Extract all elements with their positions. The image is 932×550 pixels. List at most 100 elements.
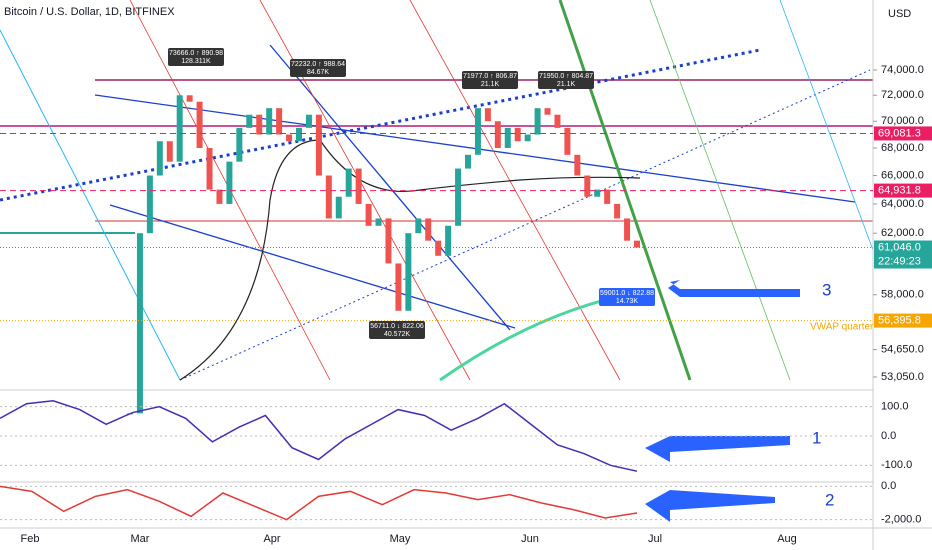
- pivot-tag: 21.1K: [481, 81, 500, 88]
- candle: [286, 134, 293, 142]
- candle: [236, 127, 243, 162]
- candle: [186, 95, 193, 102]
- candle: [355, 168, 362, 204]
- candle: [365, 203, 372, 226]
- candle: [494, 121, 501, 148]
- candle: [375, 218, 382, 226]
- candle: [534, 108, 541, 135]
- annotation: 3: [822, 280, 831, 299]
- candle: [176, 95, 183, 162]
- pivot-tag: 14.73K: [616, 298, 639, 305]
- data-layer: 74,000.0 72,000.0 70,000.0 68,000.0 66,000.0…: [0, 48, 932, 545]
- pivot-tag: 21.1K: [557, 81, 576, 88]
- candle: [256, 114, 263, 135]
- candle: [335, 196, 342, 219]
- y-tick-label: 0.0: [881, 430, 896, 442]
- candle: [564, 127, 571, 155]
- candle: [405, 233, 412, 311]
- pivot-tag: 59001.0 ↓ 822.88: [600, 290, 654, 297]
- pivot-tag-bg: [168, 48, 224, 66]
- oscillator-line: [0, 400, 638, 472]
- y-tick-label: 64,000.0: [881, 198, 924, 210]
- candle: [246, 114, 253, 128]
- candle: [474, 108, 481, 155]
- price-label-bg: [874, 313, 932, 328]
- candle: [395, 263, 402, 311]
- pivot-tag: 40.572K: [384, 331, 410, 338]
- pivot-tag-bg: [369, 321, 425, 339]
- y-tick-label: 54,650.0: [881, 343, 924, 355]
- y-tick-label: 53,050.0: [881, 371, 924, 383]
- y-tick-label: 74,000.0: [881, 64, 924, 76]
- candle: [345, 168, 352, 197]
- candle: [514, 127, 521, 142]
- candle: [435, 240, 442, 256]
- candle: [455, 168, 462, 226]
- candle: [136, 233, 143, 414]
- y-tick-label: 58,000.0: [881, 289, 924, 301]
- vwap-label: VWAP quarter: [810, 322, 874, 333]
- candle: [445, 225, 452, 256]
- price-label: 69,081.3: [878, 127, 921, 139]
- x-tick-label: Jul: [648, 533, 662, 545]
- pivot-tag: 128.311K: [181, 58, 211, 65]
- x-tick-label: Feb: [21, 533, 40, 545]
- candle: [385, 218, 392, 264]
- candle: [305, 114, 312, 128]
- candle: [415, 218, 422, 234]
- candle: [196, 101, 203, 148]
- pivot-tag-bg: [599, 288, 655, 306]
- pivot-tag-bg: [290, 59, 346, 77]
- pivot-tag: 84.67K: [307, 69, 330, 76]
- price-label: 56,395.8: [878, 314, 921, 326]
- pivot-tag: 56711.0 ↓ 822.06: [370, 323, 424, 330]
- annotation: 1: [812, 428, 821, 447]
- price-label-bg: [874, 126, 932, 141]
- pivot-tag-bg: [462, 71, 518, 89]
- x-tick-label: Apr: [263, 533, 280, 545]
- candle: [544, 108, 551, 115]
- pivot-tag: 72232.0 ↑ 988.64: [291, 61, 345, 68]
- candle: [156, 141, 163, 176]
- y-tick-label: 0.0: [881, 480, 896, 492]
- pivot-tag: 73666.0 ↑ 890.98: [169, 50, 223, 57]
- y-tick-label: -100.0: [881, 459, 912, 471]
- y-tick-label: 100.0: [881, 401, 909, 413]
- candle: [594, 189, 601, 197]
- candle: [624, 218, 631, 241]
- y-tick-label: 70,000.0: [881, 115, 924, 127]
- candle: [634, 240, 640, 248]
- y-tick-label: 66,000.0: [881, 169, 924, 181]
- y-tick-label: -2,000.0: [881, 514, 921, 526]
- pivot-tag: 71977.0 ↑ 806.87: [463, 73, 517, 80]
- x-tick-label: May: [390, 533, 411, 545]
- candle: [325, 175, 332, 219]
- pivot-tag-bg: [538, 71, 594, 89]
- candle: [216, 189, 223, 204]
- pivot-tag: 71950.0 ↑ 804.87: [539, 73, 593, 80]
- candle: [584, 175, 591, 197]
- currency[interactable]: USD: [888, 8, 911, 20]
- price-label-bg: [874, 240, 932, 255]
- candle: [166, 141, 173, 162]
- annotation: 2: [825, 490, 834, 509]
- countdown-bg: [874, 254, 932, 269]
- candle: [296, 127, 302, 142]
- candle: [554, 114, 561, 128]
- chart-title: Bitcoin / U.S. Dollar, 1D, BITFINEX: [4, 6, 175, 18]
- x-tick-label: Mar: [131, 533, 150, 545]
- candle: [146, 175, 153, 234]
- candle: [484, 108, 491, 122]
- price-label-bg: [874, 183, 932, 198]
- y-tick-label: 62,000.0: [881, 227, 924, 239]
- oscillator-line: [0, 485, 638, 521]
- x-tick-label: Aug: [777, 533, 797, 545]
- candle: [614, 203, 621, 219]
- candle: [276, 108, 283, 135]
- candle: [504, 127, 511, 148]
- candle: [604, 189, 611, 204]
- candle: [425, 218, 432, 241]
- candle: [206, 147, 213, 190]
- candle: [315, 114, 322, 176]
